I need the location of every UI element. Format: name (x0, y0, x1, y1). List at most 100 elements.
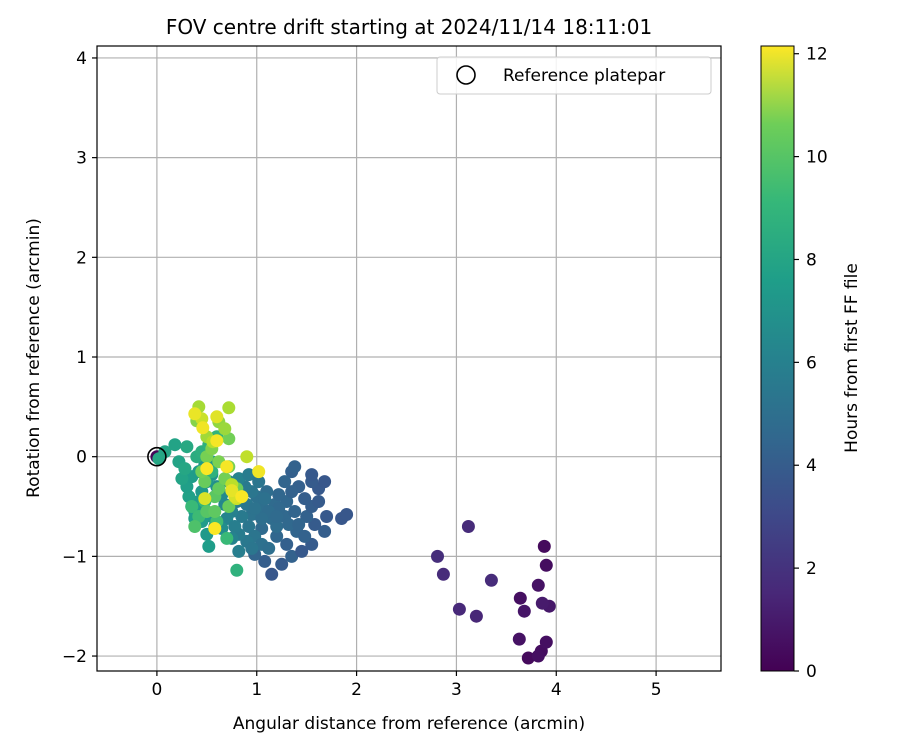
scatter-point (196, 421, 210, 435)
scatter-point (305, 468, 319, 482)
scatter-point (198, 475, 212, 489)
y-axis-label: Rotation from reference (arcmin) (24, 218, 44, 498)
x-tick-label: 4 (551, 680, 562, 700)
scatter-point (220, 531, 234, 545)
scatter-point (270, 529, 284, 543)
scatter-point (202, 539, 216, 553)
scatter-point (265, 567, 279, 581)
scatter-point (258, 492, 272, 506)
scatter-point (431, 549, 444, 563)
scatter-point (222, 500, 236, 513)
x-tick-label: 1 (251, 680, 262, 700)
x-tick-label: 3 (451, 680, 462, 700)
scatter-point (212, 482, 226, 496)
scatter-point (252, 475, 266, 489)
scatter-point (168, 438, 182, 452)
scatter-point (262, 541, 276, 555)
scatter-point (248, 502, 262, 515)
scatter-point (285, 485, 299, 499)
scatter-point (531, 649, 545, 663)
scatter-point (539, 558, 553, 572)
scatter-point (436, 567, 450, 581)
scatter-point (318, 524, 332, 538)
plot-frame (96, 45, 722, 672)
scatter-point (188, 407, 202, 421)
x-tick-label: 0 (151, 680, 162, 700)
legend-label: Reference platepar (503, 66, 665, 86)
x-tick-label: 5 (651, 680, 662, 700)
y-tick-label: 1 (76, 348, 87, 368)
y-tick-label: −1 (62, 547, 87, 567)
scatter-point (210, 410, 224, 424)
scatter-point (282, 518, 296, 531)
axes: 0 1 2 3 4 5 −2 −1 0 1 2 3 4 (62, 45, 722, 700)
reference-platepar-marker (147, 446, 167, 467)
scatter-point (218, 422, 232, 436)
scatter-point (521, 651, 535, 665)
scatter-point (245, 541, 259, 555)
scatter-point (469, 609, 483, 623)
scatter-point (200, 462, 214, 476)
y-tick-label: 3 (76, 149, 87, 169)
scatter-point (208, 505, 222, 518)
scatter-point (152, 452, 166, 466)
legend: Reference platepar (436, 56, 712, 95)
scatter-point (312, 495, 326, 508)
scatter-point (484, 573, 498, 587)
scatter-point (185, 500, 199, 513)
legend-marker-icon (456, 65, 476, 85)
scatter-point (298, 529, 312, 543)
scatter-point (300, 510, 314, 523)
scatter-point (235, 490, 249, 504)
scatter-point (340, 508, 354, 521)
scatter-point (275, 557, 289, 571)
scatter-point (178, 462, 192, 476)
scatter-point (230, 563, 244, 577)
scatter-point (535, 596, 549, 610)
scatter-point (182, 490, 196, 504)
y-tick-label: 2 (76, 248, 87, 268)
scatter-point (285, 549, 299, 563)
scatter-point (180, 440, 194, 454)
scatter-point (175, 472, 189, 486)
scatter-point (272, 488, 286, 502)
scatter-point (292, 518, 306, 531)
scatter-point (255, 512, 269, 525)
colorbar-tick-label: 12 (806, 45, 828, 65)
scatter-point (280, 537, 294, 551)
scatter-point (452, 602, 466, 616)
scatter-point (537, 539, 551, 553)
colorbar-tick-label: 8 (806, 250, 817, 270)
scatter-point (539, 635, 553, 649)
scatter-point (288, 505, 302, 518)
scatter-point (225, 484, 239, 498)
colorbar-tick-label: 2 (806, 559, 817, 579)
x-tick-label: 2 (351, 680, 362, 700)
colorbar-tick-label: 10 (806, 148, 828, 168)
scatter-point (320, 510, 334, 523)
y-tick-label: 4 (76, 49, 87, 69)
chart-title: FOV centre drift starting at 2024/11/14 … (166, 15, 652, 39)
scatter-point (242, 520, 256, 533)
scatter-point (208, 522, 222, 535)
scatter-point (188, 520, 202, 533)
scatter-point (531, 578, 545, 592)
scatter-point (318, 475, 332, 489)
scatter-point (513, 591, 527, 605)
colorbar-ticks: 0 2 4 6 8 10 12 (794, 45, 828, 682)
colorbar-tick-label: 6 (806, 353, 817, 373)
scatter-point (295, 544, 309, 558)
scatter-point (242, 468, 256, 482)
scatter-point (278, 475, 292, 489)
colorbar-tick-label: 4 (806, 456, 817, 476)
scatter-point (270, 510, 284, 523)
scatter-point (298, 492, 312, 506)
scatter-point (222, 432, 236, 446)
scatter-point (270, 520, 284, 533)
data-points (147, 400, 556, 665)
scatter-point (220, 460, 234, 474)
scatter-point (198, 492, 212, 506)
